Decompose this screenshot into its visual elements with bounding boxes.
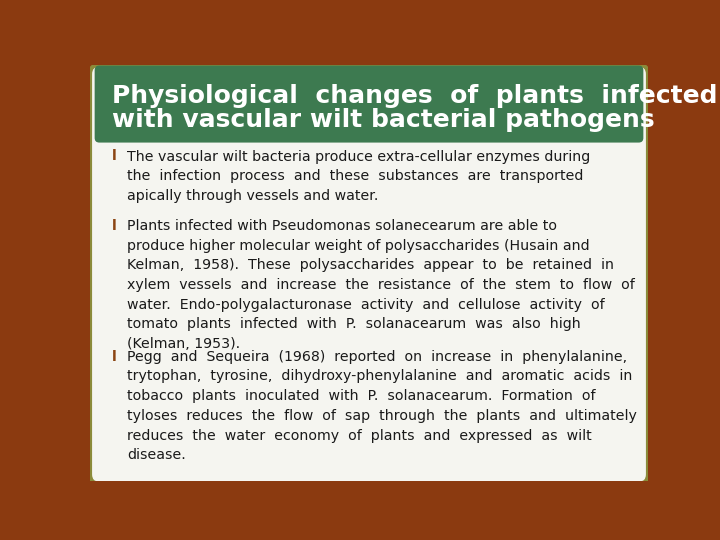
- FancyBboxPatch shape: [90, 65, 648, 484]
- Text: Pegg  and  Sequeira  (1968)  reported  on  increase  in  phenylalanine,
trytopha: Pegg and Sequeira (1968) reported on inc…: [127, 350, 637, 462]
- Text: Physiological  changes  of  plants  infected: Physiological changes of plants infected: [112, 84, 717, 107]
- Text: l: l: [112, 219, 117, 233]
- Text: l: l: [112, 350, 117, 364]
- Text: l: l: [112, 150, 117, 164]
- FancyBboxPatch shape: [94, 65, 644, 143]
- Text: with vascular wilt bacterial pathogens: with vascular wilt bacterial pathogens: [112, 108, 654, 132]
- Text: Plants infected with Pseudomonas solanecearum are able to
produce higher molecul: Plants infected with Pseudomonas solanec…: [127, 219, 635, 351]
- Text: The vascular wilt bacteria produce extra-cellular enzymes during
the  infection : The vascular wilt bacteria produce extra…: [127, 150, 590, 203]
